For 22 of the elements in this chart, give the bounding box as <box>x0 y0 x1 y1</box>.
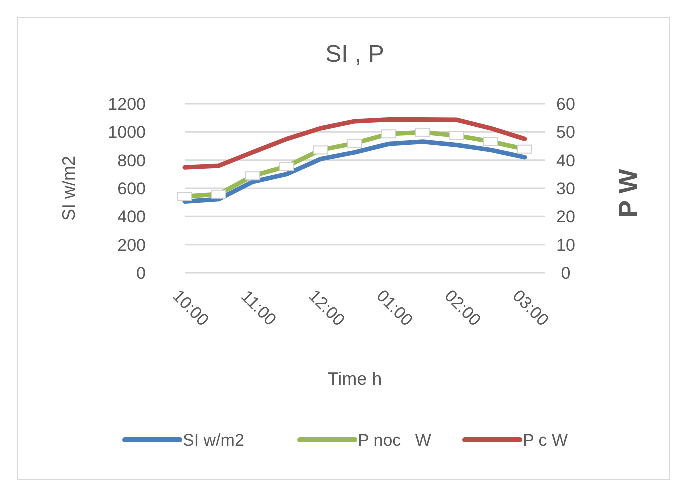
y-tick-label: 400 <box>118 208 146 227</box>
y2-axis-title: P W <box>613 168 643 218</box>
y-tick-label: 0 <box>136 264 146 283</box>
y-tick-label: 1200 <box>108 95 146 114</box>
y-tick-label: 200 <box>118 236 146 255</box>
y-tick-label: 600 <box>118 180 146 198</box>
y2-tick-label: 50 <box>556 123 576 142</box>
legend-label: SI w/m2 <box>183 431 244 450</box>
y-tick-label: 800 <box>118 151 146 170</box>
line-series <box>182 118 528 170</box>
y-tick-label: 1000 <box>108 123 146 142</box>
y2-tick-label: 60 <box>556 95 576 114</box>
y-axis-title: SI w/m2 <box>59 156 79 222</box>
y2-tick-label: 0 <box>561 264 571 283</box>
y2-tick-label: 20 <box>556 208 576 227</box>
chart-title: SI , P <box>326 41 384 68</box>
legend-label: P noc W <box>358 431 432 450</box>
x-axis-title: Time h <box>328 369 382 389</box>
y2-tick-label: 10 <box>556 236 576 255</box>
y2-tick-label: 30 <box>556 180 576 198</box>
y2-tick-label: 40 <box>556 151 576 170</box>
legend-label: P c W <box>523 431 568 450</box>
